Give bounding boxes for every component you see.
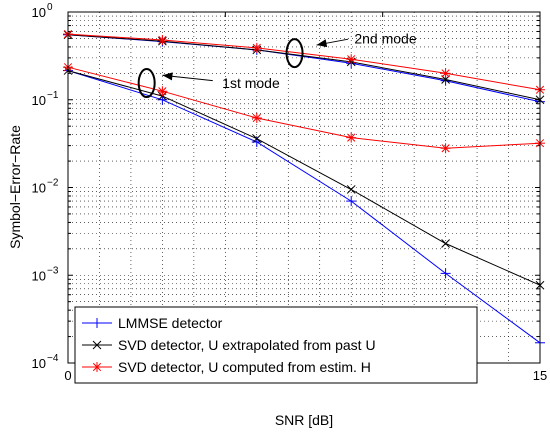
series-line [67,70,541,286]
arrow-head [162,72,173,81]
legend-marker [92,362,102,372]
data-point [157,34,168,45]
y-tick-label-exponent: −2 [47,178,59,189]
series-line [67,66,541,149]
x-axis-label: SNR [dB] [275,412,333,428]
data-point [440,268,451,279]
grid [68,12,540,363]
y-tick-label-exponent: −1 [47,90,59,101]
legend-marker [92,318,102,328]
annotation-layer: 2nd mode 1st mode [137,30,417,99]
y-tick-label: 10 [32,181,46,196]
legend-box [74,306,478,384]
y-tick-label-exponent: −4 [47,353,59,364]
annotation: 2nd mode [285,30,417,69]
y-tick-label: 10 [32,5,46,20]
y-tick-label: 10 [32,93,46,108]
series-line [67,34,541,101]
legend-entry: LMMSE detector [82,315,223,331]
y-axis-label: Symbol−Error−Rate [7,125,23,249]
data-point [251,112,262,123]
data-point [346,196,357,207]
arrow-head [316,39,328,48]
legend-entry: SVD detector, U extrapolated from past U [82,337,376,353]
legend: LMMSE detector SVD detector, U extrapolat… [74,306,478,384]
data-point [346,54,357,65]
y-tick-label-exponent: −3 [47,265,59,276]
legend-marker [92,340,102,350]
annotation: 1st mode [137,68,280,99]
legend-label: SVD detector, U computed from estim. H [118,359,371,375]
data-point [157,86,168,97]
y-tick-label-exponent: 0 [47,2,53,13]
data-point [251,42,262,53]
data-point [441,239,450,248]
x-tick-label: 0 [64,368,71,383]
data-point [440,68,451,79]
x-tick-label: 15 [533,368,547,383]
data-point [346,185,356,194]
annotation-label: 1st mode [222,75,280,91]
legend-label: SVD detector, U extrapolated from past U [118,337,376,353]
annotation-ellipse [137,68,156,99]
annotation-label: 2nd mode [354,30,416,46]
y-tick-label: 10 [32,268,46,283]
data-point [346,132,357,143]
data-point [440,143,451,154]
legend-label: LMMSE detector [118,315,223,331]
series-line [67,70,541,344]
data-point [252,134,262,144]
annotation-ellipse [285,38,304,69]
data-point [441,75,450,84]
legend-entry: SVD detector, U computed from estim. H [82,359,371,375]
y-tick-label: 10 [32,356,46,371]
series-line [67,33,541,91]
